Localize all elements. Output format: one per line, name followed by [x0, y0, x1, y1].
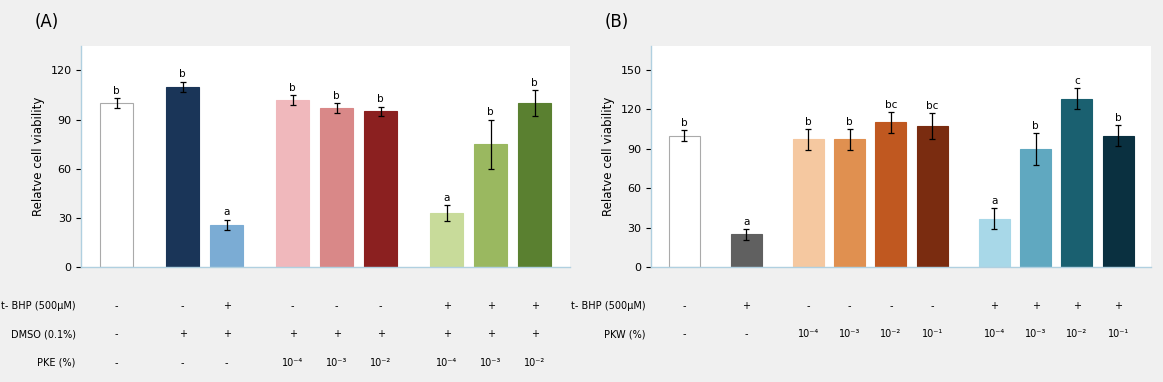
Text: 10⁻⁴: 10⁻⁴: [798, 329, 819, 339]
Text: +: +: [443, 301, 450, 311]
Text: -: -: [848, 301, 851, 311]
Text: c: c: [1075, 76, 1080, 86]
Text: 10⁻²: 10⁻²: [880, 329, 901, 339]
Bar: [916, 126, 948, 267]
Bar: [320, 108, 354, 267]
Text: 10⁻⁴: 10⁻⁴: [281, 358, 304, 368]
Text: +: +: [742, 301, 750, 311]
Text: t- BHP (500μM): t- BHP (500μM): [1, 301, 76, 311]
Text: 10⁻³: 10⁻³: [326, 358, 348, 368]
Bar: [793, 139, 823, 267]
Bar: [979, 219, 1009, 267]
Text: b: b: [487, 107, 494, 117]
Text: bc: bc: [885, 100, 897, 110]
Bar: [876, 122, 906, 267]
Text: 10⁻¹: 10⁻¹: [1107, 329, 1129, 339]
Text: +: +: [443, 329, 450, 339]
Text: -: -: [115, 301, 119, 311]
Bar: [1020, 149, 1051, 267]
Text: b: b: [1033, 121, 1039, 131]
Bar: [519, 103, 551, 267]
Bar: [364, 112, 397, 267]
Text: -: -: [683, 329, 686, 339]
Text: +: +: [222, 301, 230, 311]
Text: -: -: [291, 301, 294, 311]
Text: 10⁻³: 10⁻³: [480, 358, 501, 368]
Bar: [100, 103, 133, 267]
Text: b: b: [1115, 113, 1121, 123]
Bar: [730, 235, 762, 267]
Text: +: +: [486, 301, 494, 311]
Text: -: -: [890, 301, 893, 311]
Text: (A): (A): [35, 13, 59, 31]
Text: +: +: [179, 329, 186, 339]
Text: +: +: [288, 329, 297, 339]
Text: +: +: [1073, 301, 1080, 311]
Text: b: b: [179, 70, 186, 79]
Text: +: +: [1032, 301, 1040, 311]
Bar: [276, 100, 309, 267]
Text: b: b: [682, 118, 687, 128]
Text: b: b: [377, 94, 384, 104]
Text: 10⁻²: 10⁻²: [525, 358, 545, 368]
Text: b: b: [847, 117, 852, 127]
Text: a: a: [223, 207, 230, 217]
Text: a: a: [443, 193, 450, 202]
Bar: [1103, 136, 1134, 267]
Text: +: +: [530, 301, 538, 311]
Text: +: +: [377, 329, 385, 339]
Text: -: -: [930, 301, 934, 311]
Bar: [166, 87, 199, 267]
Text: 10⁻³: 10⁻³: [839, 329, 861, 339]
Text: +: +: [530, 329, 538, 339]
Y-axis label: Relatve cell viability: Relatve cell viability: [602, 97, 615, 216]
Bar: [1062, 99, 1092, 267]
Text: +: +: [222, 329, 230, 339]
Text: +: +: [1114, 301, 1122, 311]
Text: a: a: [743, 217, 749, 227]
Text: -: -: [744, 329, 748, 339]
Text: 10⁻²: 10⁻²: [370, 358, 391, 368]
Y-axis label: Relatve cell viability: Relatve cell viability: [33, 97, 45, 216]
Text: +: +: [333, 329, 341, 339]
Text: b: b: [531, 78, 538, 88]
Text: -: -: [683, 301, 686, 311]
Text: -: -: [807, 301, 811, 311]
Bar: [430, 213, 463, 267]
Text: -: -: [181, 301, 185, 311]
Text: -: -: [181, 358, 185, 368]
Text: -: -: [224, 358, 228, 368]
Text: +: +: [486, 329, 494, 339]
Text: -: -: [379, 301, 383, 311]
Text: +: +: [991, 301, 998, 311]
Text: -: -: [335, 301, 338, 311]
Text: (B): (B): [605, 13, 629, 31]
Bar: [834, 139, 865, 267]
Text: 10⁻⁴: 10⁻⁴: [984, 329, 1005, 339]
Text: t- BHP (500μM): t- BHP (500μM): [571, 301, 645, 311]
Text: 10⁻²: 10⁻²: [1066, 329, 1087, 339]
Text: -: -: [115, 329, 119, 339]
Text: PKW (%): PKW (%): [604, 329, 645, 339]
Text: b: b: [113, 86, 120, 96]
Text: 10⁻¹: 10⁻¹: [922, 329, 943, 339]
Text: -: -: [115, 358, 119, 368]
Text: bc: bc: [926, 101, 939, 111]
Bar: [211, 225, 243, 267]
Text: a: a: [991, 196, 998, 206]
Text: 10⁻⁴: 10⁻⁴: [436, 358, 457, 368]
Text: PKE (%): PKE (%): [37, 358, 76, 368]
Bar: [475, 144, 507, 267]
Text: DMSO (0.1%): DMSO (0.1%): [10, 329, 76, 339]
Text: b: b: [805, 117, 812, 127]
Text: 10⁻³: 10⁻³: [1025, 329, 1047, 339]
Bar: [669, 136, 700, 267]
Text: b: b: [290, 83, 295, 92]
Text: b: b: [334, 91, 340, 101]
